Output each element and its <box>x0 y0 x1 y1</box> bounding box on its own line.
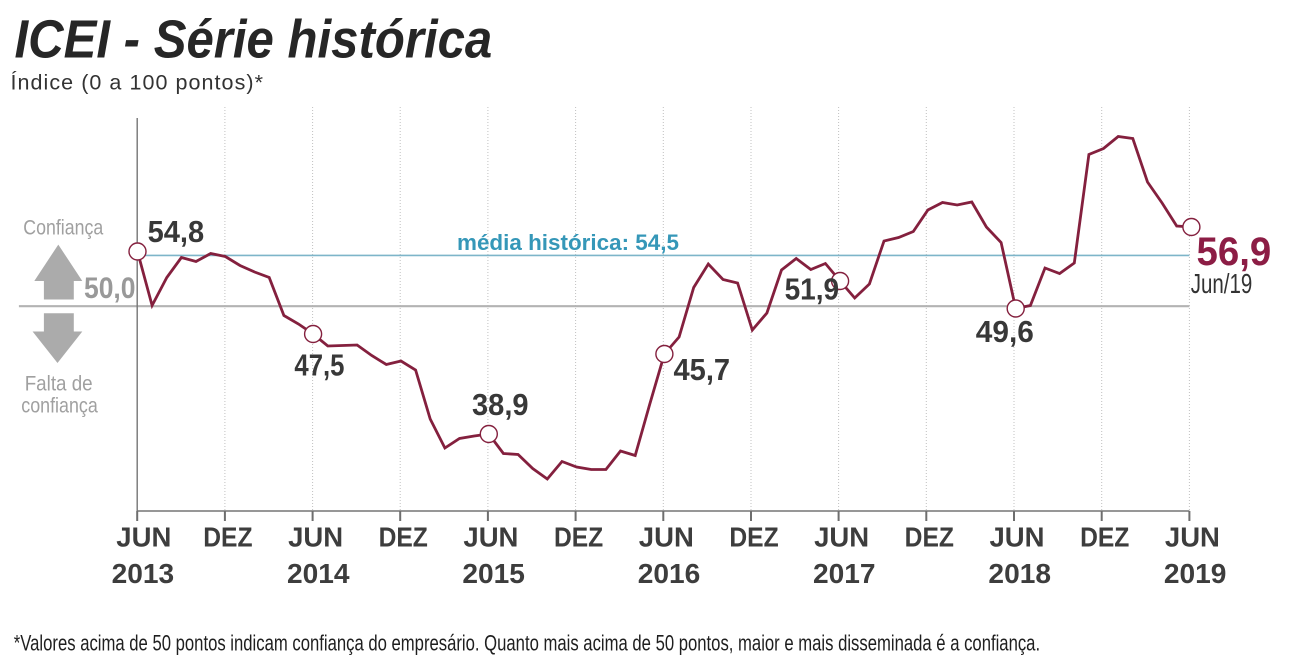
svg-text:JUN: JUN <box>639 522 694 553</box>
svg-text:2013: 2013 <box>112 558 175 589</box>
svg-text:*Valores acima de 50 pontos in: *Valores acima de 50 pontos indicam conf… <box>14 631 1040 656</box>
svg-text:54,8: 54,8 <box>148 215 205 249</box>
svg-text:JUN: JUN <box>116 522 171 553</box>
svg-text:JUN: JUN <box>463 522 518 553</box>
svg-text:2015: 2015 <box>462 558 525 589</box>
svg-text:DEZ: DEZ <box>1080 521 1129 553</box>
svg-text:Confiança: Confiança <box>23 216 103 240</box>
svg-text:45,7: 45,7 <box>674 353 731 387</box>
svg-text:DEZ: DEZ <box>729 521 778 553</box>
svg-text:2019: 2019 <box>1164 558 1227 589</box>
svg-text:confiança: confiança <box>21 394 98 418</box>
svg-text:50,0: 50,0 <box>84 270 135 304</box>
svg-text:DEZ: DEZ <box>379 521 428 553</box>
svg-text:média histórica: 54,5: média histórica: 54,5 <box>457 230 679 255</box>
svg-text:56,9: 56,9 <box>1197 231 1272 275</box>
svg-text:49,6: 49,6 <box>976 316 1034 349</box>
svg-text:2016: 2016 <box>638 558 701 589</box>
svg-text:DEZ: DEZ <box>554 521 603 553</box>
svg-text:2014: 2014 <box>287 558 350 589</box>
svg-text:38,9: 38,9 <box>472 388 529 422</box>
svg-text:DEZ: DEZ <box>905 521 954 553</box>
svg-text:Índice (0 a 100 pontos)*: Índice (0 a 100 pontos)* <box>11 69 265 94</box>
svg-text:JUN: JUN <box>989 522 1044 553</box>
svg-text:JUN: JUN <box>288 522 343 553</box>
svg-text:ICEI - Série histórica: ICEI - Série histórica <box>15 8 493 69</box>
svg-text:Jun/19: Jun/19 <box>1191 269 1253 300</box>
svg-text:2018: 2018 <box>988 558 1051 589</box>
svg-text:DEZ: DEZ <box>203 521 252 553</box>
svg-text:47,5: 47,5 <box>294 347 344 382</box>
svg-text:51,9: 51,9 <box>785 272 840 306</box>
svg-text:Falta de: Falta de <box>25 372 93 395</box>
svg-text:2017: 2017 <box>813 558 876 589</box>
svg-text:JUN: JUN <box>814 522 869 553</box>
svg-text:JUN: JUN <box>1165 522 1220 553</box>
